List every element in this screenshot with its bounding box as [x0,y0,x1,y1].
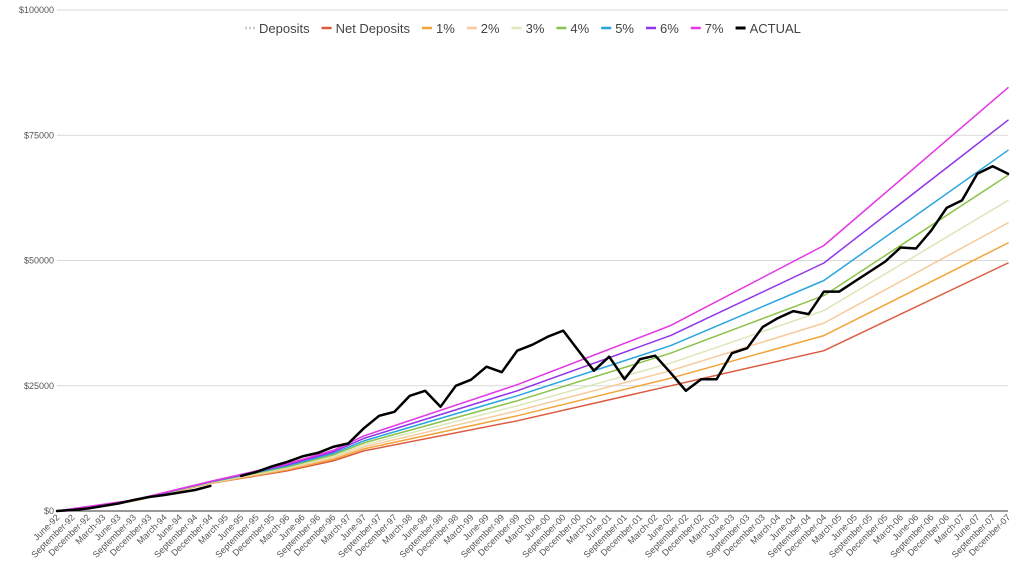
y-tick-label: $75000 [24,130,54,140]
y-tick-label: $50000 [24,256,54,266]
series-line-actual [55,484,212,513]
series-line-actual [239,165,1010,478]
legend-label: Net Deposits [336,21,411,36]
series-line-3- [56,199,1009,512]
y-tick-label: $100000 [19,5,54,15]
legend-label: Deposits [259,21,310,36]
legend-label: ACTUAL [750,21,801,36]
series-line-6- [56,119,1009,512]
legend-label: 2% [481,21,500,36]
legend-label: 6% [660,21,679,36]
legend-label: 3% [526,21,545,36]
series-lines [55,86,1010,513]
gridlines [57,9,1008,512]
series-line-4- [56,174,1009,512]
legend-label: 5% [615,21,634,36]
y-tick-label: $0 [44,506,54,516]
series-line-7- [56,86,1009,512]
legend-label: 7% [705,21,724,36]
series-line-2- [56,222,1009,512]
legend: Deposits Net Deposits 1% 2% 3% 4% 5% 6% 7% ACTUAL [245,21,801,36]
legend-label: 4% [570,21,589,36]
x-axis-ticks: June-92September-92December-92March-93Ju… [29,512,1012,559]
series-line-1- [56,242,1009,512]
y-axis-ticks: $0 $25000 $50000 $75000 $100000 [19,5,54,516]
legend-label: 1% [436,21,455,36]
y-tick-label: $25000 [24,381,54,391]
